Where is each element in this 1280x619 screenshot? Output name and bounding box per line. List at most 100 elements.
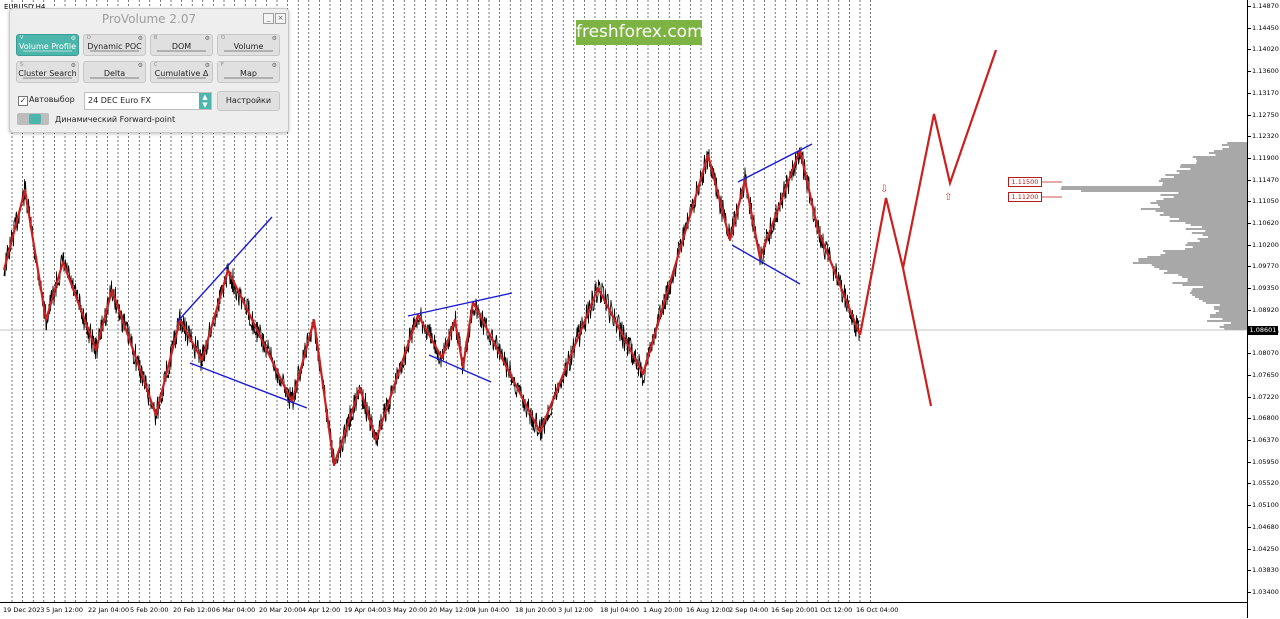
volume-profile-bar (1165, 174, 1247, 176)
volume-profile-bar (1182, 276, 1247, 278)
price-tick-label: 1.04250 (1252, 544, 1279, 553)
volume-profile-bar (1196, 160, 1247, 162)
gear-icon[interactable]: ⚙ (70, 35, 76, 42)
time-tick-label: 5 Jan 12:00 (46, 606, 84, 614)
volume-profile-bar (1061, 186, 1247, 188)
gear-icon[interactable]: ⚙ (271, 35, 277, 42)
price-tick (1248, 201, 1251, 203)
provolume-panel[interactable]: ProVolume 2.07 _ × V ⚙ Volume Profile D … (9, 8, 289, 133)
gear-icon[interactable]: ⚙ (137, 62, 143, 69)
volume-profile-bar (1185, 222, 1247, 224)
volume-profile-bar (1151, 264, 1247, 266)
price-tick (1248, 6, 1251, 7)
volume-profile-bar (1224, 328, 1247, 330)
price-tick-label: 1.07220 (1252, 392, 1279, 401)
volume-profile-bar (1192, 156, 1247, 158)
price-tick (1248, 157, 1251, 159)
volume-profile-bar (1162, 184, 1247, 186)
volume-profile-bar (1208, 152, 1247, 154)
volume-profile-bar (1180, 166, 1247, 168)
volume-profile-bar (1190, 168, 1247, 170)
price-tick (1248, 374, 1251, 376)
time-tick-label: 20 Feb 12:00 (173, 606, 216, 614)
contract-select[interactable]: 24 DEC Euro FX ▲ ▼ (84, 92, 212, 110)
volume-profile-bar (1178, 274, 1247, 276)
volume-profile-bar (1185, 244, 1247, 246)
delta-button[interactable]: ⚙ Delta (83, 61, 146, 83)
gear-icon[interactable]: ⚙ (271, 62, 277, 69)
volume-profile-bar (1222, 148, 1247, 150)
indicator-bar (90, 50, 139, 52)
volume-profile-bar (1138, 260, 1247, 262)
gear-icon[interactable]: ⚙ (204, 62, 210, 69)
settings-button[interactable]: Настройки (217, 91, 280, 111)
trend-line (737, 143, 813, 183)
map-button[interactable]: F ⚙ Map (217, 61, 280, 83)
dynamic-poc-button[interactable]: D ⚙ Dynamic POC (83, 34, 146, 56)
price-tick (1248, 71, 1251, 73)
price-tick (1248, 27, 1251, 29)
volume-profile-bar (1160, 194, 1247, 196)
price-tick-label: 1.05520 (1252, 479, 1279, 488)
price-tick-label: 1.14020 (1252, 45, 1279, 54)
up-arrow-icon: ⇧ (944, 192, 952, 203)
price-tick (1248, 309, 1251, 311)
volume-profile-bar (1229, 146, 1247, 148)
auto-select-checkbox[interactable]: ✓ (18, 96, 28, 106)
volume-button[interactable]: O ⚙ Volume (217, 34, 280, 56)
volume-profile-bar (1160, 178, 1247, 180)
volume-profile-bar (1158, 180, 1247, 182)
price-series (3, 146, 860, 466)
close-icon[interactable]: × (275, 13, 286, 24)
volume-profile-bar (1209, 316, 1247, 318)
price-tick-label: 1.11050 (1252, 197, 1279, 206)
auto-select-label: Автовыбор (29, 95, 75, 104)
gear-icon[interactable]: ⚙ (70, 62, 76, 69)
price-chart[interactable]: ⇩⇧ (0, 0, 1247, 602)
volume-profile-bar (1215, 312, 1247, 314)
volume-profile-bar (1221, 144, 1247, 146)
dom-button[interactable]: B ⚙ DOM (150, 34, 213, 56)
price-tick-label: 1.07650 (1252, 370, 1279, 379)
volume-profile-bar (1219, 304, 1247, 306)
volume-profile-bar (1191, 232, 1247, 234)
volume-profile-button[interactable]: V ⚙ Volume Profile (16, 34, 79, 56)
symbol-label: EURUSD,H4 (4, 3, 46, 11)
price-tick (1248, 244, 1251, 246)
volume-profile-bar (1187, 242, 1247, 244)
price-tick (1248, 136, 1251, 138)
volume-profile-bar (1160, 254, 1247, 256)
time-tick-label: 19 Apr 04:00 (344, 606, 387, 614)
price-tick-label: 1.14450 (1252, 23, 1279, 32)
minimize-icon[interactable]: _ (263, 13, 274, 24)
volume-profile-bar (1172, 282, 1247, 284)
time-tick-label: 22 Jan 04:00 (88, 606, 130, 614)
price-tick (1248, 223, 1251, 224)
gear-icon[interactable]: ⚙ (137, 35, 143, 42)
price-tick-label: 1.05100 (1252, 501, 1279, 510)
volume-profile-bar (1213, 150, 1247, 152)
button-label: Dynamic POC (87, 42, 142, 51)
volume-profile-bar (1187, 280, 1247, 282)
dropdown-arrow-icon[interactable]: ▲ ▼ (199, 93, 211, 109)
indicator-bar (157, 50, 206, 52)
cluster-search-button[interactable]: S ⚙ Cluster Search (16, 61, 79, 83)
volume-profile-bar (1201, 226, 1247, 228)
volume-profile-bar (1060, 188, 1247, 190)
price-scale[interactable]: 1.14870 1.14450 1.14020 1.13600 1.13170 1.127… (1247, 0, 1280, 618)
trend-line (189, 362, 308, 409)
volume-profile-bar (1162, 182, 1247, 184)
volume-profile-bar (1165, 252, 1247, 254)
forward-point-toggle[interactable] (17, 113, 49, 125)
panel-title: ProVolume 2.07 (101, 12, 197, 26)
time-scale[interactable]: 19 Dec 2023 5 Jan 12:00 22 Jan 04:00 5 Feb … (0, 602, 1247, 619)
volume-profile-bar (1081, 190, 1247, 192)
price-tick-label: 1.11900 (1252, 153, 1279, 162)
trend-line (407, 292, 513, 317)
cumulative-delta-button[interactable]: C ⚙ Cumulative Δ (150, 61, 213, 83)
volume-profile-bar (1167, 270, 1247, 272)
button-label: Volume Profile (18, 42, 77, 51)
level-tag-lower: 1.11200 (1008, 192, 1042, 202)
price-tick-label: 1.03400 (1252, 587, 1279, 596)
gear-icon[interactable]: ⚙ (204, 35, 210, 42)
